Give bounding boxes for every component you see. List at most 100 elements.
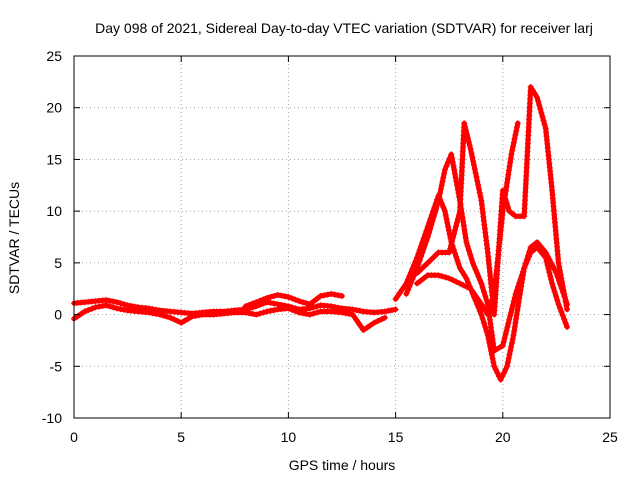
data-point [303, 310, 310, 317]
data-point [505, 320, 512, 327]
data-point [445, 223, 452, 230]
data-point [504, 175, 511, 182]
data-point [509, 305, 515, 312]
data-point [468, 255, 475, 262]
data-point [106, 303, 113, 310]
data-point [472, 170, 479, 176]
data-point [414, 280, 420, 287]
data-point [482, 324, 489, 330]
data-point [511, 135, 518, 142]
data-point [271, 300, 278, 307]
data-point [432, 252, 439, 259]
data-point [540, 117, 547, 124]
data-point [274, 291, 281, 298]
data-point [548, 259, 554, 266]
data-point [501, 200, 507, 206]
data-point [515, 299, 522, 306]
data-point [314, 309, 320, 316]
data-point [537, 242, 543, 249]
data-point [427, 257, 434, 264]
data-point [418, 253, 425, 260]
data-point [185, 315, 192, 322]
data-point [474, 295, 481, 301]
data-point [267, 307, 274, 314]
data-point [439, 273, 446, 280]
data-point [443, 162, 450, 169]
data-point [463, 275, 470, 282]
data-point [476, 277, 483, 284]
data-point [289, 295, 295, 302]
data-point [555, 259, 562, 266]
data-point [506, 163, 513, 170]
data-point [460, 222, 467, 229]
data-point [442, 274, 449, 281]
data-point [306, 311, 313, 318]
data-point [117, 300, 124, 307]
data-point [562, 294, 568, 301]
data-point [503, 327, 510, 334]
data-point [303, 300, 310, 307]
data-point [354, 317, 360, 324]
data-point [462, 230, 469, 237]
data-point [274, 301, 281, 308]
data-point [502, 366, 509, 373]
data-point [103, 302, 110, 309]
data-point [525, 252, 532, 259]
data-point [453, 253, 460, 260]
data-point [242, 309, 249, 316]
data-point [192, 313, 199, 319]
y-tick-label: 0 [54, 307, 62, 323]
data-point [106, 297, 113, 304]
data-point [424, 259, 431, 266]
data-point [292, 296, 299, 303]
x-tick-label: 10 [281, 429, 297, 445]
data-point [188, 313, 195, 320]
y-tick-label: 5 [54, 255, 62, 271]
data-point [550, 284, 557, 291]
data-point [374, 318, 381, 325]
data-point [415, 261, 422, 268]
plot-frame [73, 55, 611, 419]
data-point [364, 324, 370, 331]
data-point [478, 301, 485, 308]
data-point [488, 328, 495, 335]
data-point [488, 351, 495, 358]
data-point [437, 190, 444, 196]
data-point [349, 311, 356, 318]
data-point [476, 298, 483, 305]
y-axis-title: SDTVAR / TECUs [6, 182, 22, 294]
data-point [489, 295, 496, 301]
data-point [510, 139, 517, 146]
x-axis-title: GPS time / hours [289, 457, 396, 473]
data-point [510, 143, 516, 150]
data-point [452, 226, 458, 233]
data-point [113, 305, 120, 312]
data-point [306, 301, 313, 308]
data-point [356, 307, 363, 314]
data-point [534, 94, 541, 101]
data-point [124, 302, 131, 309]
data-point [549, 263, 556, 270]
data-point [471, 166, 478, 172]
data-point [509, 147, 516, 154]
data-point [467, 146, 474, 153]
data-point [508, 343, 515, 350]
data-point [446, 275, 453, 282]
data-point [328, 303, 335, 310]
data-point [351, 314, 358, 321]
data-point [435, 272, 442, 279]
y-tick-label: 20 [46, 100, 62, 116]
data-point [551, 266, 558, 273]
data-point [541, 121, 548, 128]
data-point [389, 307, 395, 314]
data-point [470, 162, 477, 168]
data-point [381, 314, 388, 321]
data-point [505, 355, 512, 362]
data-point [401, 283, 408, 290]
data-point [404, 287, 411, 294]
data-point [489, 355, 496, 362]
data-point [349, 306, 356, 313]
data-point [478, 280, 485, 287]
data-point [542, 249, 549, 256]
data-point [260, 296, 267, 303]
